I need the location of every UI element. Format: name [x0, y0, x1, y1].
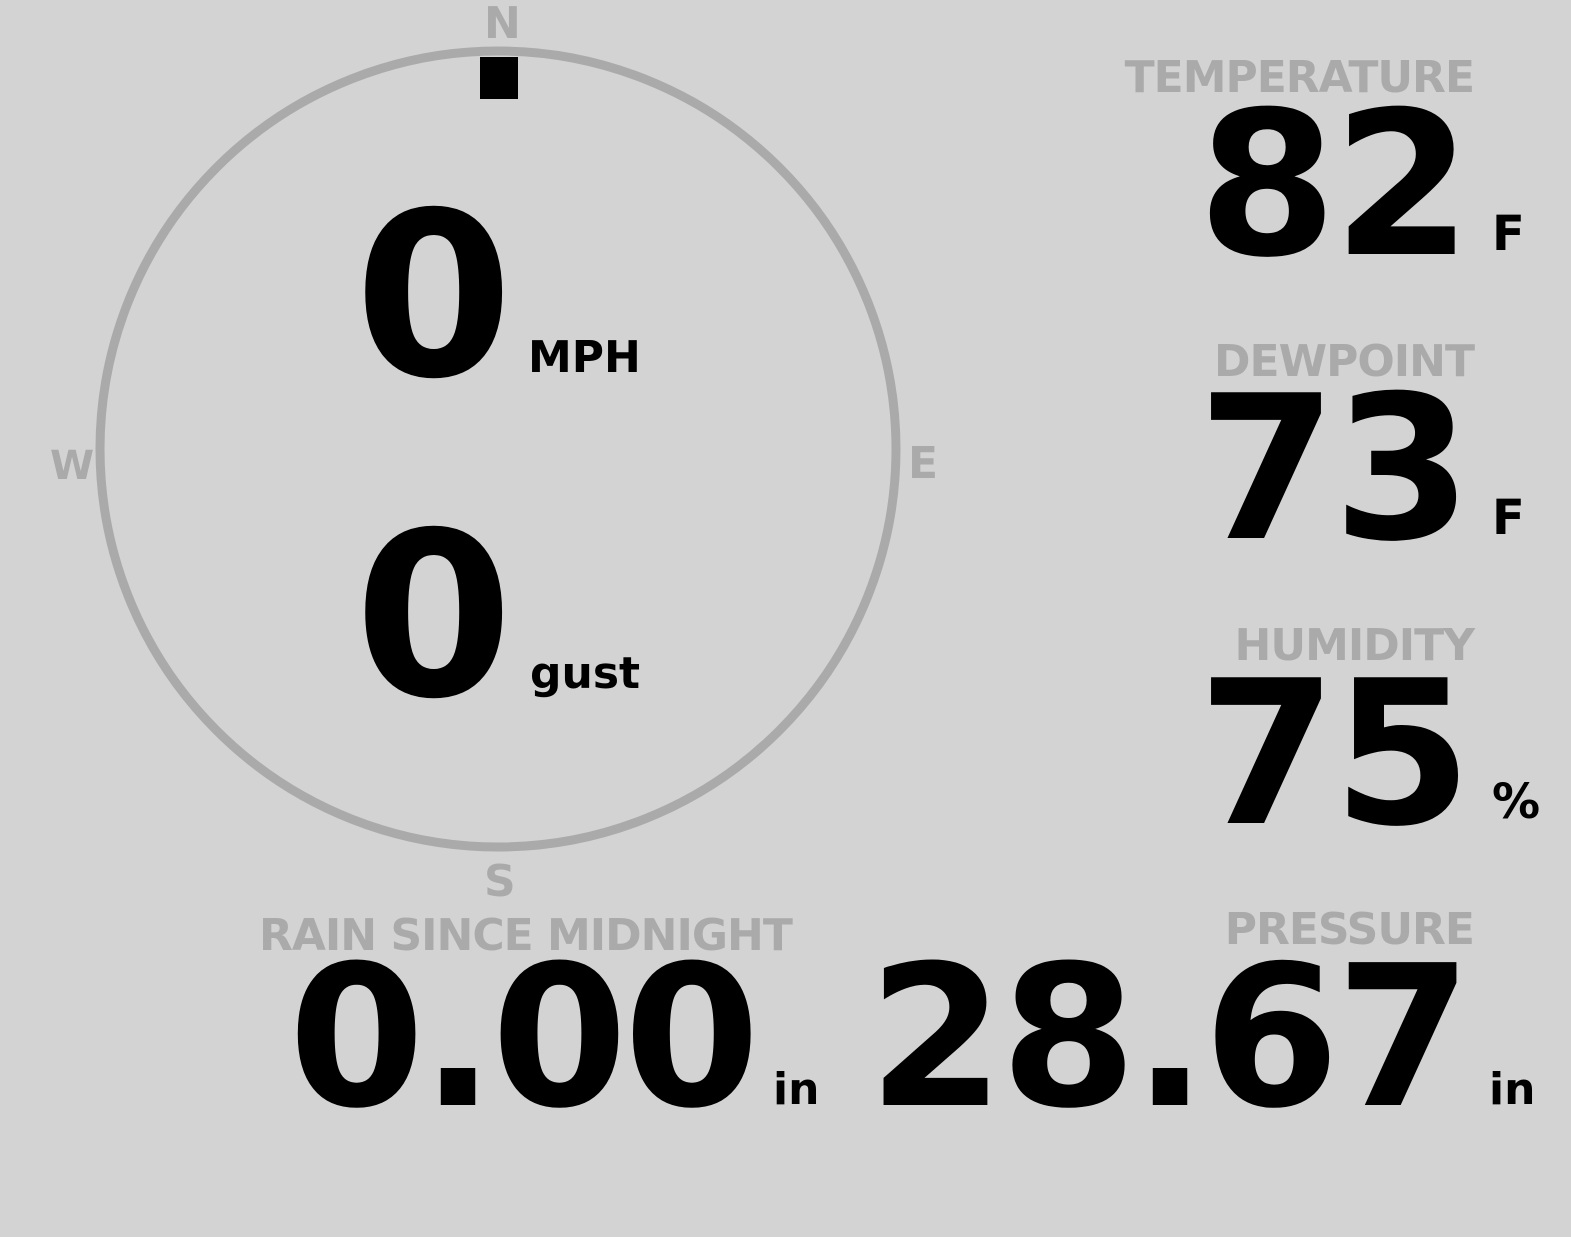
- wind-gust-value: 0: [354, 483, 513, 749]
- compass-south: S: [484, 856, 516, 907]
- wind-gust-unit: gust: [530, 648, 641, 699]
- wind-speed-unit: MPH: [528, 332, 641, 383]
- compass-ring: [95, 46, 901, 852]
- compass-east: E: [908, 438, 939, 489]
- compass-west: W: [50, 443, 95, 489]
- pressure-label: PRESSURE: [1224, 904, 1475, 955]
- rain-unit: in: [773, 1064, 820, 1115]
- wind-speed-value: 0: [354, 163, 513, 429]
- wind-direction-marker-icon: [480, 57, 518, 99]
- compass-north: N: [484, 0, 521, 49]
- rain-label: RAIN SINCE MIDNIGHT: [259, 910, 793, 961]
- humidity-value: 75: [1197, 638, 1472, 871]
- dewpoint-label: DEWPOINT: [1214, 336, 1475, 387]
- dewpoint-unit: F: [1492, 490, 1525, 546]
- temperature-label: TEMPERATURE: [1124, 52, 1475, 103]
- pressure-value: 28.67: [868, 924, 1472, 1152]
- rain-value: 0.00: [288, 924, 760, 1152]
- temperature-unit: F: [1492, 206, 1525, 262]
- humidity-unit: %: [1492, 774, 1541, 830]
- humidity-label: HUMIDITY: [1234, 620, 1475, 671]
- temperature-value: 82: [1197, 69, 1472, 302]
- wind-direction-marker: [480, 57, 518, 99]
- pressure-unit: in: [1489, 1064, 1536, 1115]
- dewpoint-value: 73: [1197, 353, 1472, 586]
